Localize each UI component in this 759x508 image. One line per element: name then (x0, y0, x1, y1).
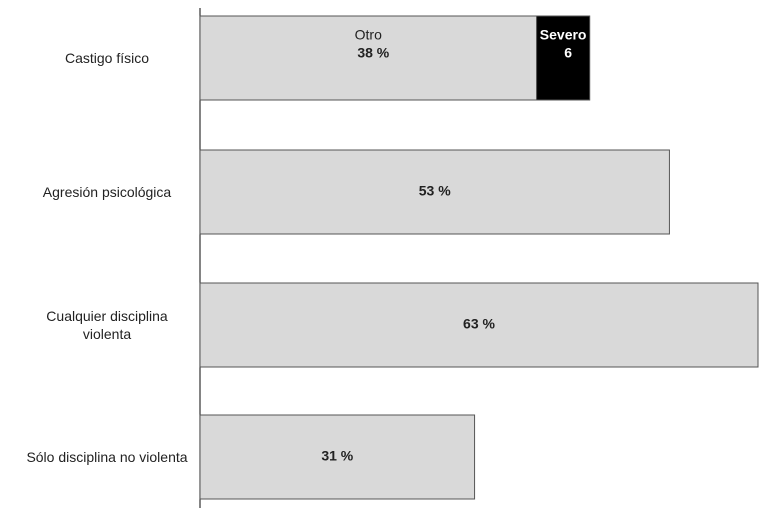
bar-segment (536, 15, 591, 101)
category-label: Sólo disciplina no violenta (26, 449, 188, 465)
category-label: Castigo físico (64, 50, 150, 66)
bar-segment (199, 149, 670, 235)
bar-segment (199, 414, 476, 500)
value-label: 53 % (419, 183, 451, 199)
bar-segment (199, 282, 759, 368)
value-label: 31 % (321, 448, 353, 464)
segment-name: Otro (355, 27, 382, 43)
value-label: 38 % (357, 45, 389, 61)
category-label: Agresión psicológica (42, 184, 172, 200)
category-label: Cualquier disciplina violenta (46, 308, 168, 342)
value-label: 6 (564, 45, 572, 61)
value-label: 63 % (463, 316, 495, 332)
bar-segment (199, 15, 538, 101)
segment-name: Severo (540, 27, 587, 43)
